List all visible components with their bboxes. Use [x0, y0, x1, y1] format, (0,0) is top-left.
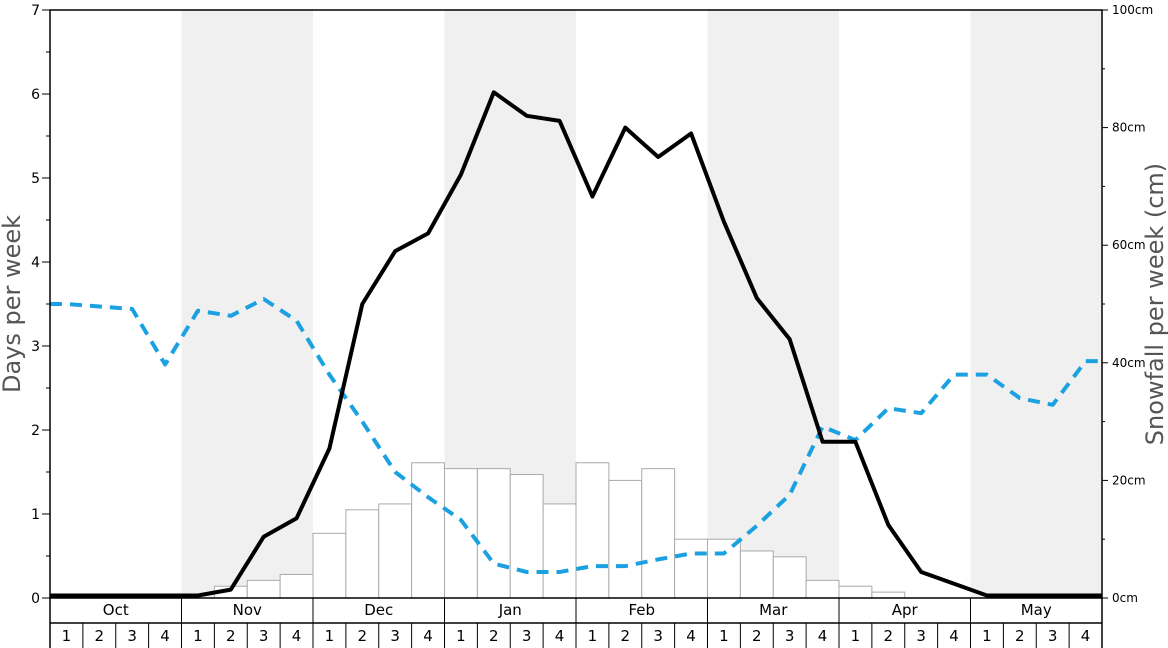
month-label-jan: Jan — [498, 601, 522, 619]
month-label-apr: Apr — [892, 601, 919, 619]
week-label: 3 — [1048, 627, 1058, 645]
week-label: 2 — [621, 627, 631, 645]
week-label: 3 — [653, 627, 663, 645]
left-tick-label: 3 — [31, 339, 40, 355]
month-label-oct: Oct — [103, 601, 129, 619]
week-label: 2 — [1015, 627, 1025, 645]
week-label: 2 — [358, 627, 368, 645]
snowfall-bar — [378, 503, 413, 599]
black-line — [50, 90, 1102, 598]
week-label: 1 — [982, 627, 992, 645]
snowfall-bar — [739, 550, 774, 599]
left-tick-label: 5 — [31, 171, 40, 187]
week-label: 1 — [62, 627, 72, 645]
month-band-mar — [707, 10, 839, 598]
left-tick-label: 1 — [31, 507, 40, 523]
snowfall-bar — [707, 538, 741, 599]
month-label-feb: Feb — [628, 601, 655, 619]
right-tick-label: 40cm — [1112, 356, 1146, 370]
black-line-series — [50, 90, 1102, 598]
snowfall-bar — [345, 509, 380, 599]
week-label: 4 — [292, 627, 302, 645]
left-y-axis: 0 1 2 3 4 5 6 7 — [31, 3, 50, 607]
month-bands — [181, 10, 1102, 598]
month-axis: Oct Nov Dec Jan Feb Mar Apr May — [49, 598, 1103, 648]
week-label: 2 — [226, 627, 236, 645]
snowfall-bar — [312, 532, 347, 599]
snowfall-bar — [641, 468, 676, 599]
week-axis: 1 2 3 4 1 2 3 4 1 2 3 4 1 2 3 4 1 2 3 4 1 2 3 4 1 2 3 4 1 2 3 4 — [62, 623, 1091, 648]
snowfall-bar — [279, 573, 314, 599]
left-tick-label: 2 — [31, 423, 40, 439]
snowfall-bar — [246, 579, 281, 599]
right-y-axis: 0cm 20cm 40cm 60cm 80cm 100cm — [1102, 3, 1153, 605]
snowfall-bar — [542, 503, 577, 599]
left-tick-label: 4 — [31, 255, 40, 271]
month-label-mar: Mar — [759, 601, 788, 619]
week-label: 1 — [719, 627, 729, 645]
week-label: 1 — [325, 627, 335, 645]
week-label: 2 — [489, 627, 499, 645]
week-label: 4 — [949, 627, 959, 645]
week-label: 3 — [390, 627, 400, 645]
right-tick-label: 100cm — [1112, 3, 1153, 17]
month-band-may — [970, 10, 1102, 598]
month-band-nov — [181, 10, 313, 598]
snowfall-bar — [444, 468, 478, 599]
week-label: 4 — [555, 627, 565, 645]
right-tick-label: 20cm — [1112, 473, 1146, 487]
week-label: 3 — [522, 627, 532, 645]
week-label: 3 — [916, 627, 926, 645]
snowfall-bars — [213, 462, 906, 599]
week-label: 4 — [423, 627, 433, 645]
week-label: 4 — [818, 627, 828, 645]
snowfall-bar — [772, 556, 807, 599]
week-label: 1 — [851, 627, 861, 645]
left-tick-label: 7 — [31, 3, 40, 19]
week-label: 4 — [160, 627, 170, 645]
week-label: 1 — [456, 627, 466, 645]
snowfall-bar — [509, 474, 544, 599]
week-label: 2 — [95, 627, 105, 645]
snowfall-bar — [575, 462, 610, 599]
right-axis-title: Snowfall per week (cm) — [1141, 163, 1168, 445]
week-label: 3 — [785, 627, 795, 645]
blue-dashed-line — [50, 297, 1102, 574]
snowfall-bar — [838, 585, 873, 599]
snowfall-bar — [476, 468, 511, 599]
week-label: 4 — [686, 627, 696, 645]
snowfall-bar — [805, 579, 840, 599]
week-label: 2 — [884, 627, 894, 645]
month-label-may: May — [1021, 601, 1052, 619]
right-tick-label: 80cm — [1112, 121, 1146, 135]
week-label: 4 — [1081, 627, 1091, 645]
left-tick-label: 6 — [31, 87, 40, 103]
right-tick-label: 60cm — [1112, 238, 1146, 252]
left-axis-title: Days per week — [0, 215, 26, 393]
week-label: 1 — [588, 627, 598, 645]
snowfall-bar — [411, 462, 445, 599]
week-label: 3 — [127, 627, 137, 645]
week-label: 3 — [259, 627, 269, 645]
left-tick-label: 0 — [31, 591, 40, 607]
month-label-dec: Dec — [364, 601, 393, 619]
week-label: 2 — [752, 627, 762, 645]
snowfall-bar — [871, 591, 906, 599]
snowfall-bar — [608, 479, 643, 599]
blue-dashed-series — [50, 297, 1102, 574]
right-tick-label: 0cm — [1112, 591, 1138, 605]
week-label: 1 — [193, 627, 203, 645]
snowfall-bar — [674, 538, 708, 599]
month-label-nov: Nov — [233, 601, 262, 619]
